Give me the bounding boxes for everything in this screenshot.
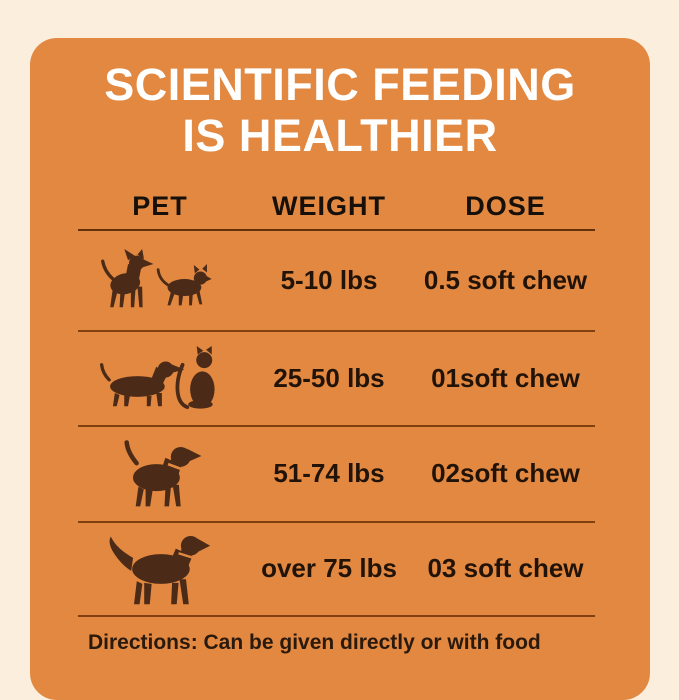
weight-value: 51-74 lbs <box>273 458 385 489</box>
title-line-1: SCIENTIFIC FEEDING <box>104 59 576 110</box>
title-line-2: IS HEALTHIER <box>182 109 498 161</box>
dachshund-and-cat-icon <box>100 346 215 410</box>
dose-value: 01soft chew <box>431 362 580 393</box>
table-row: 25-50 lbs 01soft chew <box>78 332 595 427</box>
column-header-weight: WEIGHT <box>272 190 386 221</box>
weight-value: 5-10 lbs <box>280 264 378 295</box>
table-row: 5-10 lbs 0.5 soft chew <box>78 231 595 332</box>
pet-cell <box>78 249 242 311</box>
pet-cell <box>78 346 242 410</box>
weight-value: 25-50 lbs <box>273 362 385 393</box>
dose-value: 02soft chew <box>431 458 580 489</box>
large-dog-icon <box>109 535 211 604</box>
dose-value: 0.5 soft chew <box>423 264 588 295</box>
feeding-table: PET WEIGHT DOSE <box>78 162 595 655</box>
dose-value: 03 soft chew <box>427 553 584 584</box>
table-row: over 75 lbs 03 soft chew <box>78 523 595 617</box>
table-header-row: PET WEIGHT DOSE <box>78 162 595 231</box>
page-title: SCIENTIFIC FEEDING IS HEALTHIER <box>30 38 650 162</box>
pet-cell <box>78 438 242 510</box>
column-header-dose: DOSE <box>465 190 546 221</box>
medium-dog-icon <box>124 439 202 507</box>
small-dog-and-cat-icon <box>101 249 212 308</box>
table-row: 51-74 lbs 02soft chew <box>78 427 595 523</box>
weight-value: over 75 lbs <box>261 553 397 584</box>
feeding-chart-card: SCIENTIFIC FEEDING IS HEALTHIER PET WEIG… <box>30 38 650 700</box>
column-header-pet: PET <box>132 190 188 221</box>
pet-cell <box>78 530 242 608</box>
directions-note: Directions: Can be given directly or wit… <box>88 630 541 654</box>
